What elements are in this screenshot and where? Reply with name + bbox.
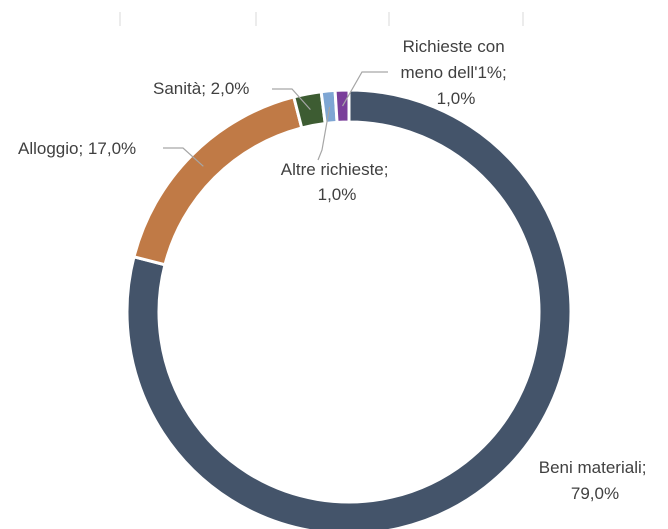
data-label-altre-richieste: Altre richieste; 1,0% <box>281 160 393 204</box>
donut-slices <box>125 88 573 529</box>
leader-line-alloggio <box>163 147 204 167</box>
leader-line-sanita <box>272 88 311 111</box>
data-label-richieste-meno-1: Richieste con meno dell'1%; 1,0% <box>401 37 512 108</box>
top-tick-marks <box>119 12 524 26</box>
leader-line-richieste-meno-1 <box>342 71 388 107</box>
slice-alloggio <box>132 95 304 267</box>
data-label-sanita: Sanità; 2,0% <box>153 79 249 98</box>
leader-line-altre-richieste <box>317 106 331 161</box>
leader-lines <box>163 71 388 167</box>
slice-richieste-con-meno-dell-1 <box>333 88 351 124</box>
data-label-alloggio: Alloggio; 17,0% <box>18 139 136 158</box>
slice-beni-materiali <box>125 88 573 529</box>
data-label-beni-materiali: Beni materiali; 79,0% <box>539 458 651 503</box>
